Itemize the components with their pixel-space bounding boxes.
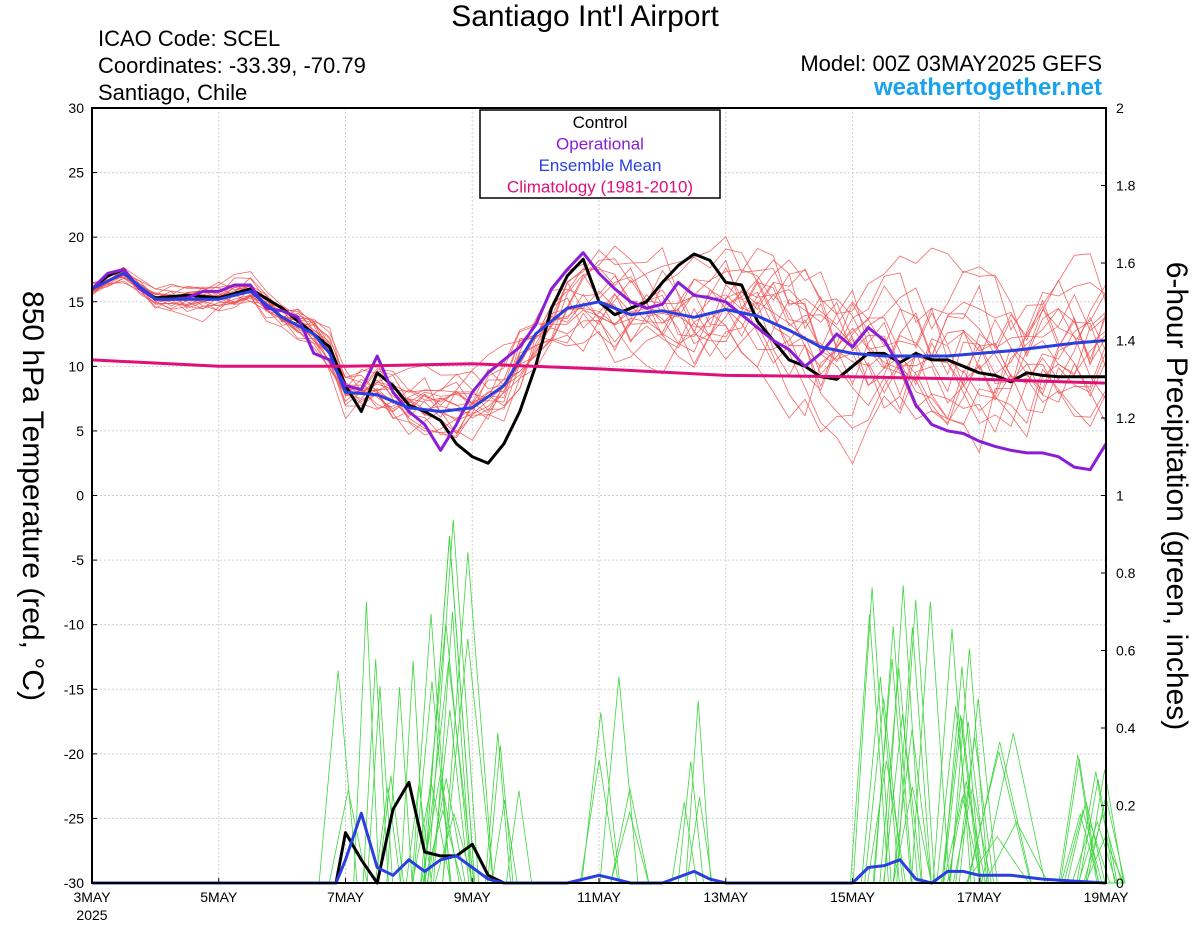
y-tick-label-right: 0.4 — [1116, 720, 1136, 736]
y-tick-label-right: 0.8 — [1116, 565, 1136, 581]
y-tick-label-left: 0 — [76, 488, 84, 504]
tick-labels: -30-25-20-15-10-505101520253000.20.40.60… — [64, 100, 1136, 923]
x-tick-label: 11MAY — [577, 889, 621, 905]
axes — [91, 107, 1107, 884]
y-tick-label-left: -10 — [64, 617, 84, 633]
x-tick-label: 3MAY — [73, 889, 111, 905]
series-temp-climatology-1981-2010- — [91, 358, 1107, 385]
y-tick-label-right: 1.8 — [1116, 178, 1136, 194]
ensemble-member-temp-line — [91, 248, 1107, 434]
legend: Control Operational Ensemble Mean Climatolo… — [479, 109, 721, 199]
x-tick-sublabel: 2025 — [76, 907, 107, 923]
series-precip-control — [92, 780, 505, 885]
ensemble-member-precip-line — [92, 613, 1118, 884]
ensemble-member-temp-line — [91, 247, 1107, 441]
y-tick-label-left: -15 — [64, 681, 84, 697]
x-tick-label: 7MAY — [327, 889, 365, 905]
y-tick-label-right: 0.2 — [1116, 798, 1136, 814]
y-tick-label-left: 10 — [68, 358, 84, 374]
ensemble-member-temp-line — [91, 270, 1107, 437]
legend-box — [479, 109, 721, 199]
y-tick-label-left: -25 — [64, 810, 84, 826]
y-tick-label-left: 30 — [68, 100, 84, 116]
location: Santiago, Chile — [98, 80, 248, 105]
y-tick-label-right: 1 — [1116, 488, 1124, 504]
x-tick-label: 15MAY — [830, 889, 876, 905]
y-tick-label-right: 2 — [1116, 100, 1124, 116]
ensemble-member-precip-line — [92, 660, 1123, 884]
legend-entry: Operational — [556, 135, 644, 154]
ensemble-member-precip-line — [92, 714, 1106, 884]
y-tick-label-left: 5 — [76, 423, 84, 439]
ensemble-member-temp-line — [91, 266, 1107, 439]
x-tick-label: 9MAY — [454, 889, 492, 905]
y-tick-label-left: 15 — [68, 294, 84, 310]
icao-code: ICAO Code: SCEL — [98, 26, 281, 51]
y-tick-label-left: 25 — [68, 165, 84, 181]
x-tick-label: 5MAY — [200, 889, 238, 905]
legend-entry: Ensemble Mean — [539, 156, 662, 175]
coordinates: Coordinates: -33.39, -70.79 — [98, 53, 366, 78]
site-link[interactable]: weathertogether.net — [873, 74, 1102, 101]
y-tick-label-right: 1.2 — [1116, 410, 1136, 426]
x-tick-label: 13MAY — [703, 889, 749, 905]
legend-entry: Control — [573, 113, 628, 132]
y-tick-label-right: 1.4 — [1116, 333, 1136, 349]
ensemble-member-precip-line — [92, 599, 1116, 884]
model-run: Model: 00Z 03MAY2025 GEFS — [800, 51, 1102, 76]
y-tick-label-left: -20 — [64, 746, 84, 762]
ensemble-member-precip-line — [92, 519, 1126, 884]
series-temp-ensemble-mean — [91, 271, 1107, 413]
y-tick-label-left: -30 — [64, 875, 84, 891]
y-tick-label-left: -5 — [72, 552, 85, 568]
y-tick-label-left: 20 — [68, 229, 84, 245]
y-tick-label-right: 0 — [1116, 875, 1124, 891]
ensemble-member-temp-line — [91, 277, 1107, 419]
x-tick-label: 17MAY — [957, 889, 1003, 905]
ensemble-member-precip-line — [92, 587, 1125, 884]
gridlines — [92, 108, 1106, 883]
y-tick-label-right: 0.6 — [1116, 643, 1136, 659]
chart-title: Santiago Int'l Airport — [451, 0, 719, 33]
y-tick-label-right: 1.6 — [1116, 255, 1136, 271]
legend-entry: Climatology (1981-2010) — [507, 178, 693, 197]
x-tick-label: 19MAY — [1084, 889, 1130, 905]
